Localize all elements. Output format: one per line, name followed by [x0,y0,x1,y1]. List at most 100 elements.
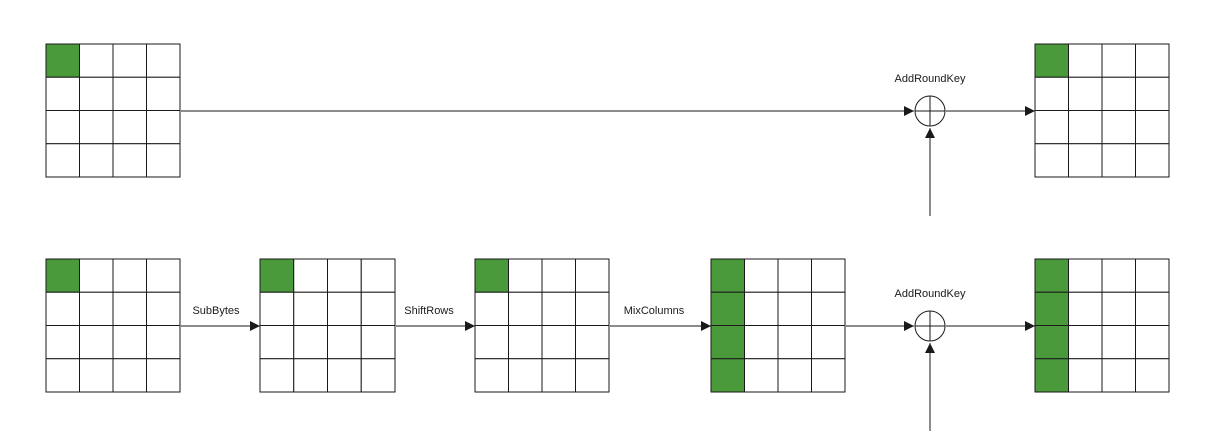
highlighted-state-cell [474,258,509,293]
state-cell [508,258,543,293]
state-cell [146,110,181,145]
state-cell [112,143,147,178]
top-output-state-matrix [1034,43,1170,178]
shift-rows-label: ShiftRows [404,305,454,317]
state-cell [45,76,80,111]
state-cell [45,143,80,178]
state-cell [146,258,181,293]
state-cell [79,143,114,178]
highlighted-state-cell [710,258,745,293]
state-cell [1068,258,1103,293]
state-cell [508,291,543,326]
state-cell [259,358,295,393]
state-cell [1101,291,1136,326]
state-cell [1068,358,1103,393]
state-cell [575,258,610,293]
bottom-add-round-key-label: AddRoundKey [895,288,966,300]
state-cell [79,325,114,360]
state-cell [1068,325,1103,360]
sub-bytes-label: SubBytes [192,305,240,317]
state-cell [575,358,610,393]
state-cell [1135,143,1170,178]
highlighted-state-cell [45,258,80,293]
state-cell [45,325,80,360]
state-cell [1068,143,1103,178]
state-cell [327,258,362,293]
state-cell [508,325,543,360]
top-input-state-matrix [45,43,181,178]
bottom-output-state-matrix [1034,258,1170,393]
state-cell [79,76,114,111]
state-cell [811,358,846,393]
state-cell [1068,76,1103,111]
state-cell [777,358,812,393]
highlighted-state-cell [1034,358,1069,393]
top-add-round-key-label: AddRoundKey [895,73,966,85]
bottom-input-state-matrix [45,258,181,393]
state-cell [1135,43,1170,78]
state-cell [1068,43,1103,78]
highlighted-state-cell [710,325,745,360]
state-cell [79,358,114,393]
state-cell [575,291,610,326]
highlighted-state-cell [1034,43,1069,78]
state-cell [1101,43,1136,78]
state-cell [474,358,509,393]
state-cell [1135,76,1170,111]
state-cell [1101,258,1136,293]
state-cell [575,325,610,360]
state-cell [541,291,576,326]
state-cell [79,291,114,326]
state-cell [45,291,80,326]
shift-rows-state-matrix [474,258,610,393]
state-cell [259,325,295,360]
state-cell [474,325,509,360]
highlighted-state-cell [45,43,80,78]
state-cell [744,291,779,326]
state-cell [79,258,114,293]
state-cell [112,76,147,111]
state-cell [293,358,328,393]
state-cell [360,325,396,360]
state-cell [1101,358,1136,393]
state-cell [744,358,779,393]
state-cell [146,43,181,78]
state-cell [259,291,295,326]
state-cell [744,258,779,293]
state-cell [112,110,147,145]
highlighted-state-cell [259,258,295,293]
state-cell [293,258,328,293]
state-cell [1034,76,1069,111]
state-cell [777,258,812,293]
state-cell [1135,358,1170,393]
state-cell [293,291,328,326]
state-cell [811,291,846,326]
state-cell [744,325,779,360]
top-xor-symbol [914,95,946,127]
state-cell [327,325,362,360]
state-cell [541,258,576,293]
state-cell [1135,258,1170,293]
state-cell [1068,110,1103,145]
state-cell [1034,143,1069,178]
bottom-xor-symbol [914,310,946,342]
state-cell [811,325,846,360]
state-cell [293,325,328,360]
state-cell [146,358,181,393]
state-cell [1101,76,1136,111]
state-cell [360,291,396,326]
highlighted-state-cell [1034,258,1069,293]
state-cell [1135,291,1170,326]
state-cell [146,76,181,111]
state-cell [541,358,576,393]
state-cell [1068,291,1103,326]
state-cell [777,325,812,360]
mix-columns-label: MixColumns [624,305,685,317]
state-cell [79,43,114,78]
highlighted-state-cell [710,358,745,393]
state-cell [777,291,812,326]
state-cell [45,358,80,393]
state-cell [112,358,147,393]
state-cell [1135,110,1170,145]
